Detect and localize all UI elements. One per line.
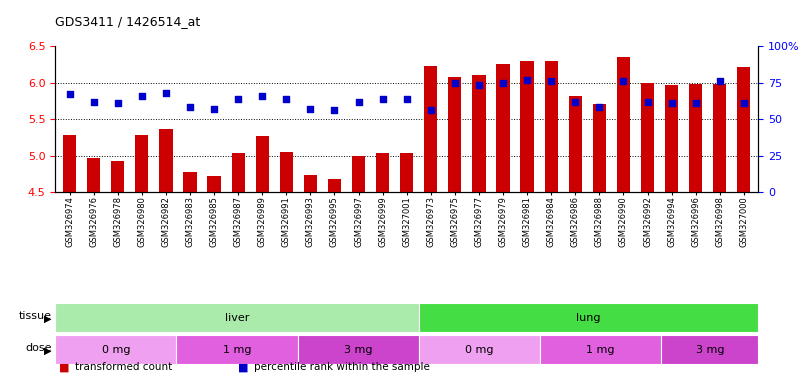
Text: dose: dose	[25, 343, 52, 353]
Bar	[400, 153, 414, 192]
Bar	[63, 135, 76, 192]
Bar	[298, 335, 418, 364]
Point	[521, 76, 534, 83]
Point	[208, 106, 221, 112]
Bar	[617, 57, 630, 192]
Bar	[521, 61, 534, 192]
Bar	[55, 303, 418, 332]
Point	[63, 91, 76, 97]
Point	[328, 107, 341, 113]
Bar	[111, 161, 124, 192]
Point	[352, 98, 365, 104]
Bar	[448, 77, 461, 192]
Point	[473, 83, 486, 89]
Bar	[472, 75, 486, 192]
Point	[255, 93, 268, 99]
Bar	[208, 176, 221, 192]
Text: 0 mg: 0 mg	[466, 344, 494, 355]
Point	[111, 100, 124, 106]
Bar	[352, 156, 365, 192]
Bar	[376, 153, 389, 192]
Point	[160, 90, 173, 96]
Bar	[569, 96, 582, 192]
Bar	[418, 303, 758, 332]
Text: transformed count: transformed count	[75, 362, 173, 372]
Point	[232, 96, 245, 102]
Point	[545, 78, 558, 84]
Bar	[304, 175, 317, 192]
Text: ■: ■	[59, 362, 70, 372]
Point	[641, 98, 654, 104]
Point	[376, 96, 389, 102]
Bar	[328, 179, 341, 192]
Bar	[496, 64, 509, 192]
Point	[496, 79, 509, 86]
Bar	[737, 66, 750, 192]
Bar	[135, 135, 148, 192]
Text: percentile rank within the sample: percentile rank within the sample	[254, 362, 430, 372]
Bar	[255, 136, 269, 192]
Point	[183, 104, 196, 111]
Bar	[641, 83, 654, 192]
Bar	[540, 335, 661, 364]
Text: ▶: ▶	[45, 314, 52, 324]
Bar	[689, 84, 702, 192]
Point	[713, 78, 726, 84]
Text: 1 mg: 1 mg	[586, 344, 615, 355]
Point	[737, 100, 750, 106]
Point	[617, 78, 630, 84]
Bar	[183, 172, 196, 192]
Point	[689, 100, 702, 106]
Bar	[55, 335, 176, 364]
Text: tissue: tissue	[19, 311, 52, 321]
Bar	[713, 84, 727, 192]
Bar	[593, 104, 606, 192]
Point	[401, 96, 414, 102]
Text: ■: ■	[238, 362, 248, 372]
Point	[88, 98, 101, 104]
Bar	[544, 61, 558, 192]
Point	[280, 96, 293, 102]
Point	[569, 98, 581, 104]
Text: 3 mg: 3 mg	[696, 344, 724, 355]
Bar	[418, 335, 540, 364]
Text: 3 mg: 3 mg	[344, 344, 372, 355]
Bar	[280, 152, 293, 192]
Bar	[159, 129, 173, 192]
Text: lung: lung	[577, 313, 601, 323]
Point	[665, 100, 678, 106]
Bar	[87, 158, 101, 192]
Text: 1 mg: 1 mg	[223, 344, 251, 355]
Bar	[424, 66, 437, 192]
Point	[135, 93, 148, 99]
Bar	[661, 335, 758, 364]
Point	[304, 106, 317, 112]
Text: liver: liver	[225, 313, 249, 323]
Point	[424, 107, 437, 113]
Text: 0 mg: 0 mg	[101, 344, 130, 355]
Bar	[176, 335, 298, 364]
Text: GDS3411 / 1426514_at: GDS3411 / 1426514_at	[55, 15, 200, 28]
Bar	[665, 85, 678, 192]
Bar	[231, 153, 245, 192]
Point	[593, 104, 606, 111]
Text: ▶: ▶	[45, 346, 52, 356]
Point	[448, 79, 461, 86]
